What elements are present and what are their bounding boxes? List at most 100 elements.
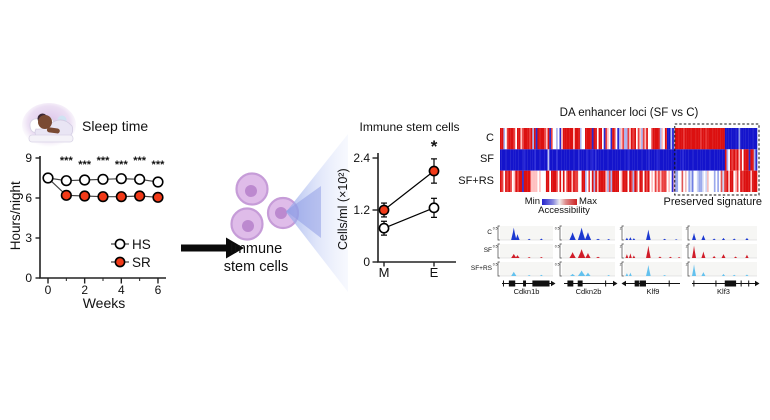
- y-tick-label: 6: [25, 191, 32, 205]
- heatmap-cell: [537, 170, 540, 192]
- track-peak: [632, 238, 636, 240]
- data-point-HS: [97, 173, 109, 185]
- heatmap-cell: [554, 149, 557, 171]
- heatmap-cell: [500, 128, 502, 150]
- heatmap-cell: [620, 149, 623, 171]
- significance-stars: ***: [97, 155, 111, 167]
- heatmap-cell: [581, 128, 584, 150]
- heatmap-cell: [696, 170, 699, 192]
- heatmap-cell: [753, 149, 756, 171]
- heatmap-cell: [603, 149, 606, 171]
- heatmap-cell: [753, 128, 756, 150]
- gene-arrow-right: [551, 280, 556, 287]
- heatmap-cell: [698, 170, 701, 192]
- heatmap-cell: [557, 149, 560, 171]
- heatmap-cell: [684, 128, 687, 150]
- legend-marker-hs: [114, 238, 126, 250]
- heatmap-cell: [748, 128, 751, 150]
- data-point-SR: [97, 191, 109, 203]
- heatmap-cell: [672, 128, 674, 150]
- heatmap-cell: [568, 170, 570, 192]
- sleeping-person-icon: [22, 103, 76, 147]
- heatmap-cell: [579, 128, 582, 150]
- heatmap-cell: [726, 149, 729, 171]
- heatmap-cell: [625, 149, 628, 171]
- heatmap-cell: [696, 128, 699, 150]
- heatmap-cell: [710, 170, 713, 192]
- x-tick-label: 6: [155, 283, 162, 297]
- x-tick-label: 4: [118, 283, 125, 297]
- heatmap-cell: [612, 170, 614, 192]
- heatmap-cell: [586, 170, 589, 192]
- heatmap-cell: [743, 128, 746, 150]
- heatmap-cell: [651, 149, 654, 171]
- heatmap-cell: [698, 149, 701, 171]
- heatmap-cell: [698, 128, 701, 150]
- heatmap-cell: [728, 170, 731, 192]
- heatmap-cell: [534, 149, 536, 171]
- track-peak: [674, 239, 678, 240]
- heatmap-cell: [703, 128, 706, 150]
- heatmap-cell: [600, 170, 603, 192]
- heatmap-cell: [750, 149, 753, 171]
- heatmap-cell: [681, 149, 684, 171]
- heatmap-cell: [532, 170, 535, 192]
- track-scale-bracket: [621, 243, 624, 259]
- significance-stars: ***: [78, 159, 92, 171]
- heatmap-cell: [715, 128, 718, 150]
- heatmap-cell: [647, 128, 650, 150]
- track-bg: [690, 262, 757, 276]
- heatmap-cell: [607, 149, 609, 171]
- heatmap-cell: [641, 149, 643, 171]
- track-peak: [625, 237, 629, 240]
- heatmap-cell: [545, 170, 548, 192]
- track-peak: [628, 272, 632, 276]
- heatmap-cell: [664, 149, 667, 171]
- heatmap-cell: [695, 128, 697, 150]
- heatmap-cell: [520, 170, 523, 192]
- track-bg: [624, 244, 682, 258]
- heatmap-cell: [715, 149, 718, 171]
- heatmap-cell: [571, 149, 574, 171]
- heatmap-cell: [542, 170, 545, 192]
- heatmap-cell: [523, 128, 526, 150]
- heatmap-cell: [748, 170, 751, 192]
- heatmap-cell: [715, 170, 718, 192]
- heatmap-cell: [651, 128, 654, 150]
- heatmap-cell: [517, 149, 519, 171]
- heatmap-cell: [591, 128, 594, 150]
- heatmap-cell: [738, 149, 741, 171]
- heatmap-cell: [746, 170, 749, 192]
- head: [38, 115, 52, 129]
- heatmap-cell: [525, 149, 528, 171]
- zoom-cone-icon: [286, 134, 348, 292]
- heatmap-cell: [717, 170, 720, 192]
- heatmap-cell: [670, 128, 673, 150]
- heatmap-cell: [731, 170, 734, 192]
- heatmap-cell: [579, 149, 582, 171]
- track-bg: [624, 262, 682, 276]
- heatmap-cell: [731, 128, 734, 150]
- heatmap-cell: [736, 128, 739, 150]
- track-scale-label: 2: [686, 227, 688, 231]
- heatmap-cell: [505, 149, 507, 171]
- heatmap-cell: [738, 170, 741, 192]
- heatmap-cell: [598, 149, 601, 171]
- significance-star: *: [431, 137, 438, 156]
- arm: [46, 127, 60, 134]
- track-peak: [539, 238, 543, 240]
- heatmap-cell: [510, 149, 512, 171]
- heatmap-cell: [735, 128, 737, 150]
- heatmap-cell: [549, 170, 552, 192]
- heatmap-cell: [605, 128, 608, 150]
- heatmap-cell: [627, 149, 630, 171]
- heatmap-cell: [515, 149, 518, 171]
- track-peak: [628, 237, 632, 240]
- heatmap-cell: [513, 128, 516, 150]
- heatmap-cell: [729, 149, 732, 171]
- heatmap-cell: [654, 128, 657, 150]
- heatmap-cell: [693, 128, 696, 150]
- heatmap-cell: [688, 170, 691, 192]
- heatmap-cell: [540, 170, 543, 192]
- heatmap-cell: [755, 149, 758, 171]
